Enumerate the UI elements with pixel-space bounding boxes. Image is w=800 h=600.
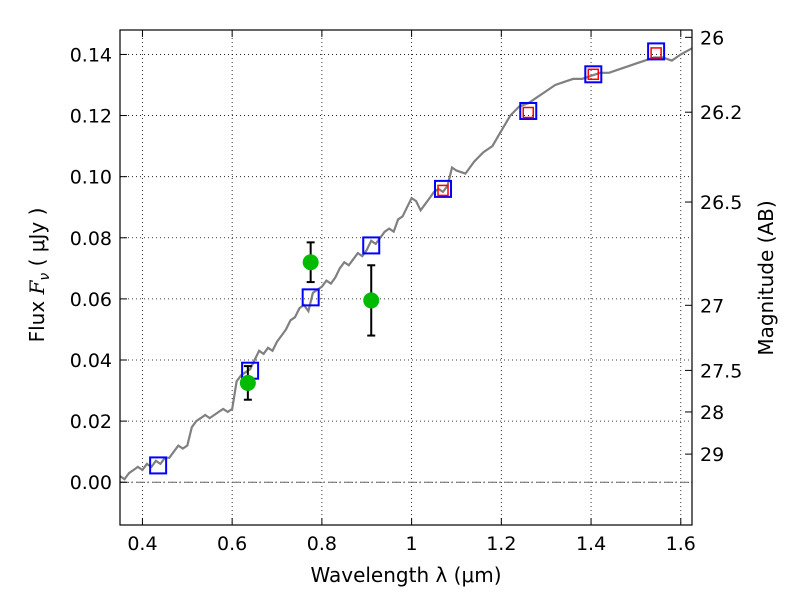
y2-tick-label: 26 — [700, 27, 724, 49]
y-axis-title-symbol: F — [25, 279, 49, 295]
observed-flux-marker — [522, 106, 535, 119]
y-tick-label: 0.04 — [70, 350, 112, 372]
observed-flux-marker — [650, 47, 662, 59]
x-tick-label: 0.4 — [127, 533, 157, 555]
x-tick-label: 1.6 — [666, 533, 696, 555]
plot-frame — [119, 29, 693, 526]
model-photometry-marker — [584, 65, 603, 84]
y-axis-title: Flux Fν ( μJy ) — [25, 208, 53, 343]
y2-axis-title: Magnitude (AB) — [754, 200, 778, 355]
y-tick-label: 0.14 — [70, 44, 112, 66]
x-tick-label: 0.8 — [307, 533, 337, 555]
x-tick-label: 1.2 — [486, 533, 516, 555]
model-sed-line — [120, 47, 692, 481]
model-photometry-marker — [519, 101, 538, 120]
observed-flux-marker — [437, 184, 449, 197]
y2-tick-label: 28 — [700, 402, 724, 424]
x-tick-label: 1 — [406, 533, 418, 555]
y-tick-label: 0.00 — [70, 472, 112, 494]
plot-area — [120, 42, 692, 481]
y2-tick-label: 26.5 — [700, 192, 742, 214]
y2-tick-label: 29 — [700, 444, 724, 466]
model-photometry-marker — [362, 236, 381, 255]
y-tick-label: 0.08 — [70, 228, 112, 250]
y-axis-title-units: ( μJy ) — [25, 208, 49, 273]
y-tick-label: 0.10 — [70, 167, 112, 189]
model-photometry-marker — [301, 288, 320, 307]
y-tick-label: 0.02 — [70, 411, 112, 433]
y2-tick-label: 26.2 — [700, 102, 742, 124]
x-tick-label: 0.6 — [217, 533, 247, 555]
x-axis-title: Wavelength λ (μm) — [310, 563, 501, 587]
detection-point — [302, 254, 319, 271]
observed-flux-marker — [587, 68, 600, 81]
y-tick-label: 0.12 — [70, 106, 112, 128]
y-axis-title-subscript: ν — [37, 273, 53, 281]
model-photometry-marker — [434, 179, 453, 198]
y2-tick-label: 27 — [700, 295, 724, 317]
marker-layer — [149, 42, 666, 475]
detection-point — [239, 374, 256, 391]
detection-point — [363, 292, 380, 309]
y2-tick-label: 27.5 — [700, 360, 742, 382]
y-tick-label: 0.06 — [70, 289, 112, 311]
model-photometry-marker — [149, 456, 168, 475]
x-tick-label: 1.4 — [576, 533, 606, 555]
tick-layer: 0.4 0.6 0.8 1 1.2 1.4 1.6 0.00 0.02 0.04 0.06 0.08 0… — [70, 27, 743, 555]
model-photometry-marker — [647, 42, 666, 61]
y-axis-title-prefix: Flux — [25, 294, 49, 342]
grid-lines — [120, 30, 692, 525]
